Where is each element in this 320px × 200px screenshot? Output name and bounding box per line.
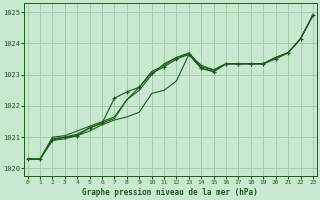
X-axis label: Graphe pression niveau de la mer (hPa): Graphe pression niveau de la mer (hPa) [83,188,258,197]
